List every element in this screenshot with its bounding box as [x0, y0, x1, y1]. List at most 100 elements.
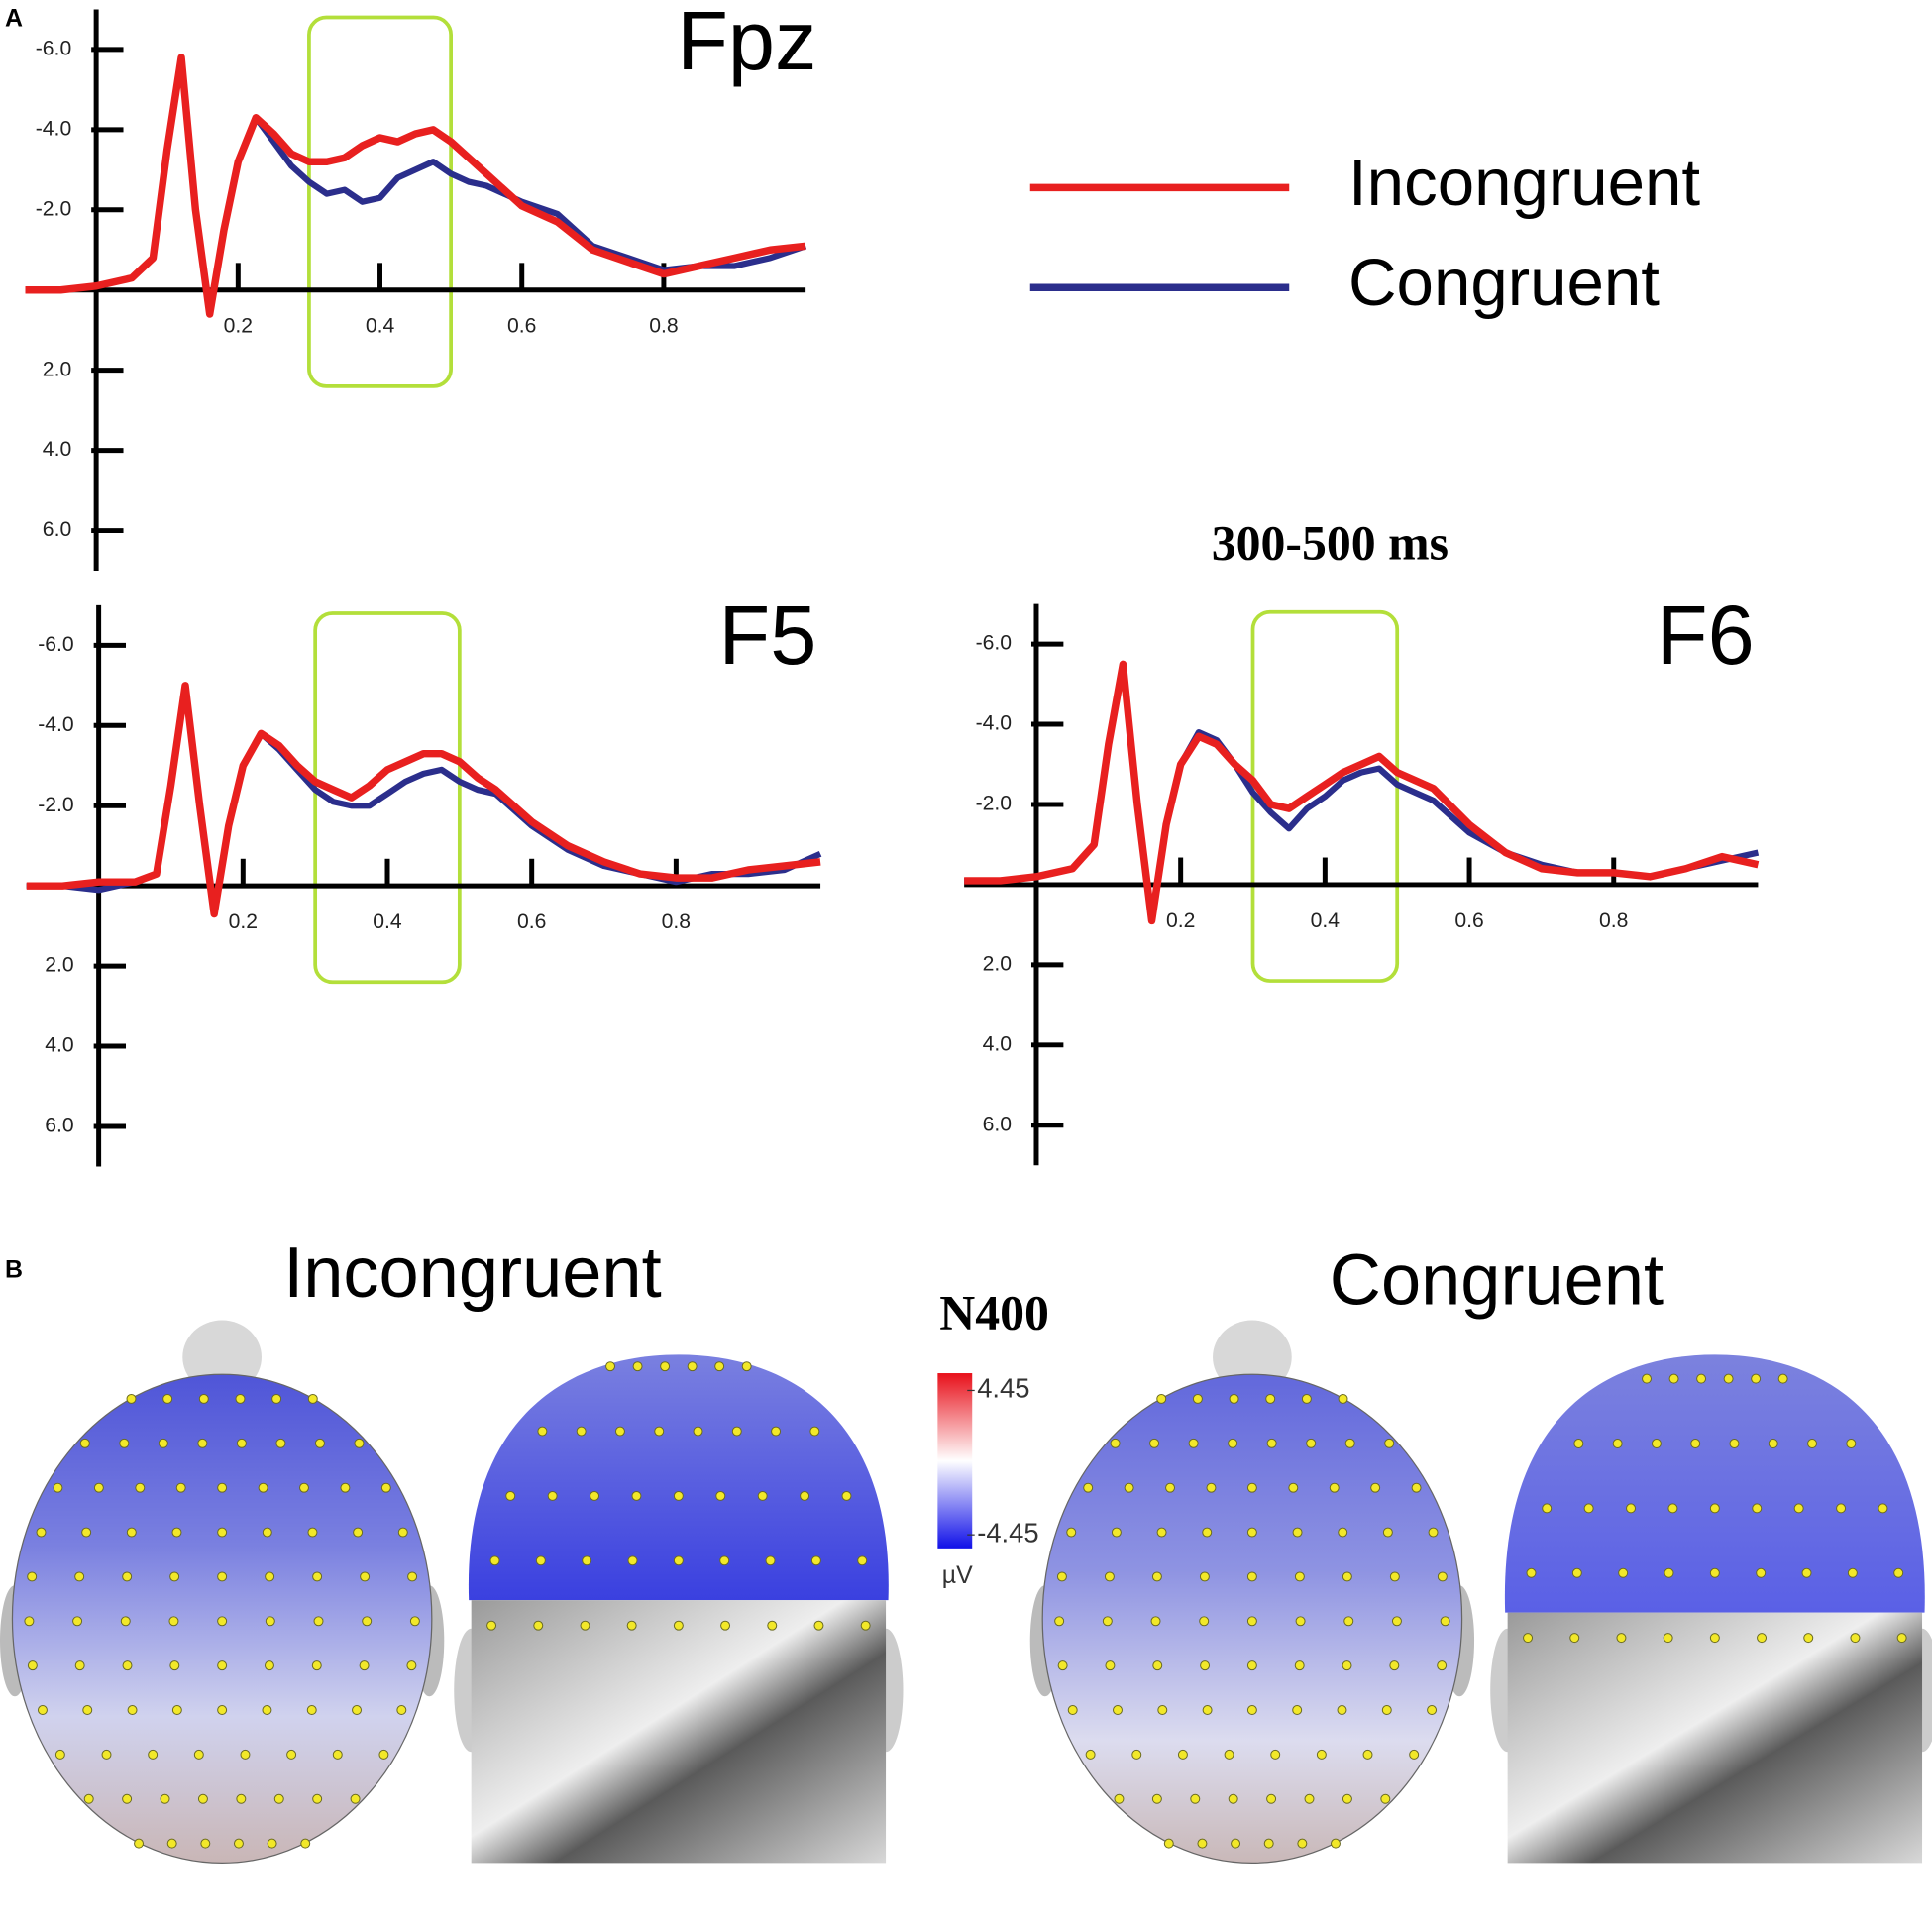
electrode	[200, 1838, 211, 1849]
electrode	[1343, 1616, 1354, 1627]
electrode	[307, 1527, 318, 1538]
y-tick-label: 2.0	[43, 358, 71, 380]
x-tick-label: 0.2	[224, 315, 253, 338]
electrode	[1202, 1705, 1213, 1716]
electrode	[37, 1705, 48, 1716]
electrode	[1836, 1503, 1847, 1514]
electrode	[233, 1838, 244, 1849]
electrode	[1295, 1616, 1306, 1627]
electrode	[1263, 1838, 1274, 1849]
electrode	[1344, 1438, 1355, 1448]
electrode	[1616, 1633, 1627, 1644]
electrode	[1801, 1567, 1812, 1578]
x-tick-label: 0.2	[1166, 910, 1195, 932]
electrode	[1246, 1705, 1257, 1716]
head-front	[468, 1354, 889, 1601]
electrode	[169, 1571, 180, 1582]
electrode	[1411, 1482, 1422, 1493]
electrode	[93, 1482, 104, 1493]
y-tick-label: -6.0	[976, 632, 1012, 655]
electrode	[27, 1571, 38, 1582]
y-tick-label: -2.0	[38, 794, 73, 816]
electrode	[314, 1438, 325, 1448]
electrode	[1149, 1438, 1160, 1448]
electrode	[101, 1749, 112, 1760]
electrode	[271, 1393, 282, 1404]
electrode	[660, 1361, 671, 1372]
electrode	[1626, 1503, 1637, 1514]
electrode	[841, 1490, 852, 1501]
topo-title: Congruent	[1330, 1241, 1664, 1321]
y-tick-label: 2.0	[983, 952, 1012, 975]
electrode	[409, 1616, 420, 1627]
electrode	[193, 1749, 204, 1760]
electrode	[122, 1571, 133, 1582]
electrode	[1329, 1482, 1340, 1493]
electrode	[1156, 1527, 1167, 1538]
electrode	[1618, 1567, 1629, 1578]
electrode	[1292, 1527, 1303, 1538]
y-tick-label: -4.0	[38, 713, 73, 736]
y-tick-label: 2.0	[45, 954, 73, 977]
electrode	[120, 1616, 131, 1627]
electrode	[1847, 1567, 1858, 1578]
electrode	[265, 1571, 275, 1582]
electrode	[1409, 1749, 1420, 1760]
electrode	[1846, 1439, 1857, 1448]
electrode	[1294, 1571, 1305, 1582]
electrode	[300, 1838, 311, 1849]
electrode	[1306, 1438, 1317, 1448]
electrode	[1228, 1793, 1238, 1804]
electrode	[1437, 1571, 1448, 1582]
window-label: 300-500 ms	[1212, 515, 1449, 570]
electrode	[771, 1426, 782, 1437]
electrode	[860, 1620, 871, 1631]
electrode	[1102, 1616, 1113, 1627]
electrode	[1224, 1749, 1234, 1760]
electrode	[1113, 1705, 1123, 1716]
electrode	[83, 1793, 94, 1804]
electrode	[1150, 1616, 1161, 1627]
electrode	[378, 1749, 389, 1760]
electrode	[1163, 1838, 1174, 1849]
electrode	[1246, 1616, 1257, 1627]
electrode	[74, 1660, 85, 1671]
electrode	[1807, 1439, 1818, 1448]
y-tick-label: 4.0	[43, 438, 71, 461]
electrode	[273, 1793, 284, 1804]
electrode	[72, 1616, 83, 1627]
electrode	[1668, 1373, 1679, 1384]
electrode	[1381, 1705, 1392, 1716]
electrode	[1583, 1503, 1594, 1514]
electrode	[236, 1793, 247, 1804]
electrode	[1114, 1793, 1125, 1804]
y-tick-label: -2.0	[36, 197, 71, 220]
electrode	[1152, 1660, 1163, 1671]
electrode	[1793, 1503, 1804, 1514]
electrode	[1124, 1482, 1134, 1493]
electrode	[162, 1393, 173, 1404]
electrode	[673, 1490, 684, 1501]
electrode	[171, 1705, 182, 1716]
electrode	[505, 1490, 516, 1501]
electrode	[1197, 1838, 1208, 1849]
x-tick-label: 0.6	[517, 910, 546, 933]
electrode	[166, 1838, 177, 1849]
electrode	[264, 1660, 274, 1671]
electrode	[813, 1620, 824, 1631]
electrode	[359, 1660, 370, 1671]
electrode	[1667, 1503, 1678, 1514]
electrode	[258, 1482, 268, 1493]
electrode	[1190, 1793, 1201, 1804]
x-tick-label: 0.6	[1454, 910, 1483, 932]
electrode	[169, 1660, 180, 1671]
electrode	[312, 1793, 323, 1804]
electrode	[580, 1620, 590, 1631]
electrode	[1389, 1571, 1400, 1582]
electrode	[1151, 1793, 1162, 1804]
electrode	[1651, 1439, 1662, 1448]
electrode	[362, 1616, 373, 1627]
chart-title: F6	[1657, 588, 1755, 682]
electrode	[1246, 1482, 1257, 1493]
electrode	[1056, 1571, 1067, 1582]
